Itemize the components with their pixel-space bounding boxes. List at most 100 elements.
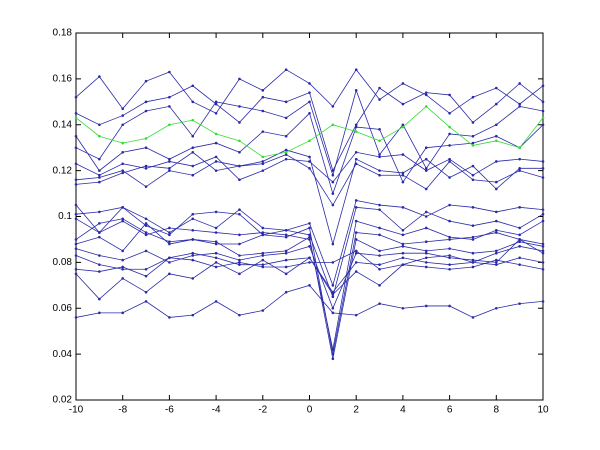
point-marker bbox=[74, 146, 78, 149]
point-marker bbox=[354, 68, 358, 71]
point-marker bbox=[191, 313, 195, 317]
point-marker bbox=[168, 123, 171, 127]
point-marker bbox=[284, 249, 288, 253]
point-marker bbox=[518, 167, 521, 170]
point-marker bbox=[284, 150, 288, 154]
point-marker bbox=[238, 258, 241, 262]
point-marker bbox=[424, 226, 428, 230]
x-tick-label: 8 bbox=[494, 405, 500, 416]
point-marker bbox=[98, 176, 101, 179]
point-marker bbox=[354, 261, 358, 264]
point-marker bbox=[74, 95, 78, 99]
point-marker bbox=[354, 162, 358, 166]
point-marker bbox=[214, 210, 218, 214]
point-marker bbox=[308, 82, 311, 85]
point-marker bbox=[401, 233, 405, 237]
y-tick-label: 0.16 bbox=[53, 74, 73, 85]
point-marker bbox=[424, 157, 428, 161]
point-marker bbox=[448, 125, 451, 129]
point-marker bbox=[495, 123, 498, 127]
point-marker bbox=[401, 125, 405, 129]
point-marker bbox=[238, 105, 241, 108]
point-marker bbox=[518, 82, 521, 85]
point-marker bbox=[401, 206, 405, 209]
point-marker bbox=[471, 258, 475, 262]
point-marker bbox=[541, 109, 545, 113]
point-marker bbox=[284, 228, 288, 232]
point-marker bbox=[121, 150, 124, 154]
point-marker bbox=[448, 144, 451, 147]
point-marker bbox=[98, 263, 101, 266]
point-marker bbox=[401, 180, 405, 184]
point-marker bbox=[541, 267, 545, 271]
point-marker bbox=[378, 153, 381, 156]
point-marker bbox=[261, 155, 265, 159]
point-marker bbox=[401, 228, 405, 232]
point-marker bbox=[98, 134, 101, 138]
point-marker bbox=[448, 132, 451, 136]
y-tick-label: 0.12 bbox=[53, 165, 73, 176]
point-marker bbox=[238, 164, 241, 168]
point-marker bbox=[471, 173, 475, 177]
point-marker bbox=[354, 130, 358, 133]
point-marker bbox=[401, 102, 405, 106]
point-marker bbox=[74, 238, 78, 241]
x-tick-label: 2 bbox=[353, 405, 359, 416]
point-marker bbox=[448, 219, 451, 223]
point-marker bbox=[144, 167, 148, 170]
point-marker bbox=[261, 109, 265, 113]
point-marker bbox=[448, 304, 451, 308]
point-marker bbox=[471, 121, 475, 124]
point-marker bbox=[448, 256, 451, 260]
point-marker bbox=[378, 86, 381, 90]
x-tick-label: -4 bbox=[212, 405, 221, 416]
point-marker bbox=[331, 105, 335, 108]
point-marker bbox=[354, 199, 358, 202]
point-marker bbox=[448, 203, 451, 207]
point-marker bbox=[518, 233, 521, 237]
point-marker bbox=[214, 256, 218, 260]
point-marker bbox=[331, 192, 335, 195]
point-marker bbox=[331, 173, 335, 177]
point-marker bbox=[74, 134, 78, 138]
point-marker bbox=[121, 311, 124, 315]
point-marker bbox=[261, 309, 265, 312]
point-marker bbox=[238, 212, 241, 216]
point-marker bbox=[261, 265, 265, 269]
point-marker bbox=[541, 219, 545, 223]
point-marker bbox=[238, 242, 241, 246]
x-tick-label: -6 bbox=[165, 405, 174, 416]
point-marker bbox=[471, 134, 475, 138]
y-tick-label: 0.1 bbox=[58, 211, 72, 222]
point-marker bbox=[308, 256, 311, 260]
point-marker bbox=[144, 233, 148, 237]
point-marker bbox=[261, 263, 265, 266]
point-marker bbox=[121, 267, 124, 271]
point-marker bbox=[74, 242, 78, 246]
point-marker bbox=[424, 210, 428, 214]
point-marker bbox=[191, 217, 195, 221]
point-marker bbox=[74, 183, 78, 186]
point-marker bbox=[74, 217, 78, 221]
point-marker bbox=[214, 265, 218, 269]
point-marker bbox=[378, 263, 381, 266]
point-marker bbox=[214, 300, 218, 303]
point-marker bbox=[168, 167, 171, 170]
point-marker bbox=[331, 311, 335, 315]
point-marker bbox=[471, 261, 475, 264]
point-marker bbox=[448, 160, 451, 163]
point-marker bbox=[74, 254, 78, 257]
point-marker bbox=[471, 224, 475, 227]
point-marker bbox=[518, 245, 521, 248]
point-marker bbox=[378, 203, 381, 207]
point-marker bbox=[168, 240, 171, 244]
point-marker bbox=[98, 235, 101, 239]
point-marker bbox=[541, 176, 545, 179]
point-marker bbox=[214, 169, 218, 172]
point-marker bbox=[98, 311, 101, 315]
point-marker bbox=[471, 235, 475, 239]
point-marker bbox=[144, 300, 148, 303]
point-marker bbox=[331, 180, 335, 184]
point-marker bbox=[308, 284, 311, 287]
